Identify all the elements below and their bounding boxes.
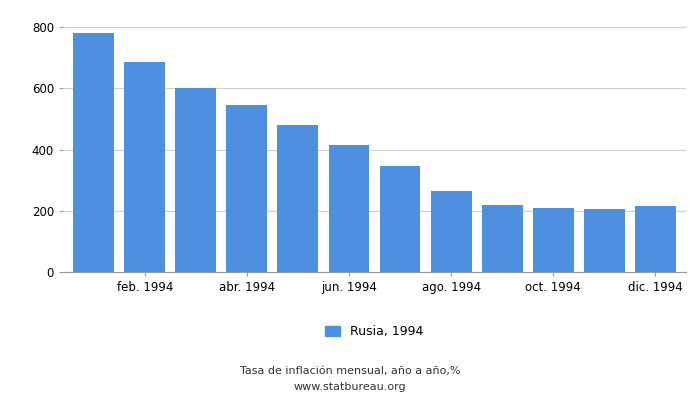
Bar [226, 105, 267, 272]
Bar [584, 209, 624, 272]
Text: Tasa de inflación mensual, año a año,%: Tasa de inflación mensual, año a año,% [239, 366, 461, 376]
Legend: Rusia, 1994: Rusia, 1994 [326, 325, 424, 338]
Bar [379, 166, 421, 272]
Bar [430, 191, 472, 272]
Bar [175, 88, 216, 272]
Bar [635, 206, 675, 272]
Bar [328, 145, 370, 272]
Bar [125, 62, 165, 272]
Bar [277, 125, 318, 272]
Bar [482, 205, 523, 272]
Bar [74, 34, 114, 272]
Bar [533, 208, 574, 272]
Text: www.statbureau.org: www.statbureau.org [294, 382, 406, 392]
